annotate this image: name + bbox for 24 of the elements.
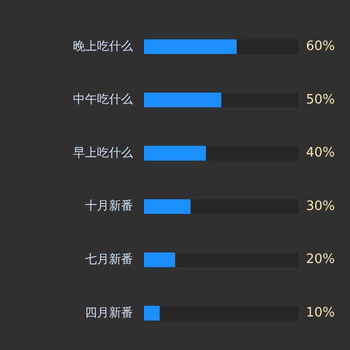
bar xyxy=(174,252,298,268)
bar xyxy=(144,39,237,54)
y-tick-label: 十月新番 xyxy=(85,198,133,213)
y-tick-label: 早上吃什么 xyxy=(73,145,133,160)
bar xyxy=(205,146,298,161)
y-tick-label: 晚上吃什么 xyxy=(73,38,133,53)
bar xyxy=(236,39,298,54)
data-label: 50% xyxy=(306,92,335,108)
data-label: 40% xyxy=(306,146,335,161)
bar xyxy=(190,199,298,214)
data-label: 60% xyxy=(306,39,335,54)
bar xyxy=(144,199,191,214)
bar xyxy=(159,306,298,320)
data-label: 20% xyxy=(306,252,335,268)
bar xyxy=(144,146,206,161)
y-tick-label: 七月新番 xyxy=(85,252,133,266)
y-tick-label: 四月新番 xyxy=(85,305,133,320)
bar xyxy=(220,92,298,108)
data-label: 30% xyxy=(306,198,335,214)
data-label: 10% xyxy=(306,306,335,321)
bar xyxy=(144,306,160,320)
y-tick-label: 中午吃什么 xyxy=(73,92,133,106)
bar xyxy=(144,92,222,108)
bar xyxy=(144,252,176,268)
